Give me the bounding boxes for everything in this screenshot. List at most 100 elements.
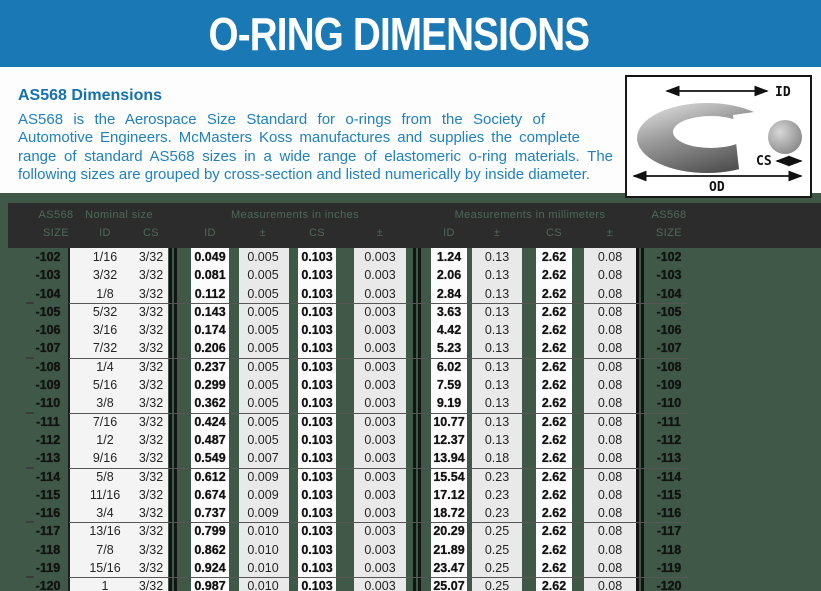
- cell-tol-cs-inches: 0.003: [364, 414, 396, 429]
- intro-line-3: range of standard AS568 sizes in a wide …: [18, 147, 613, 165]
- cell-size-right: -103: [656, 268, 682, 283]
- cell-tol-id-mm: 0.13: [484, 250, 510, 264]
- cell-cs-inches: 0.103: [301, 341, 333, 356]
- cell-tol-id-inches: 0.005: [247, 396, 279, 411]
- header-in-pm2: ±: [376, 227, 384, 239]
- cell-tol-cs-mm: 0.08: [597, 396, 623, 411]
- table-row: -109 5/16 3/32 0.299 0.005 0.103 0.003 7…: [0, 376, 821, 394]
- cell-cs-mm: 2.62: [541, 323, 567, 338]
- cell-nominal-cs: 3/32: [138, 286, 164, 301]
- cell-id-mm: 3.63: [436, 304, 462, 319]
- cell-tol-id-mm: 0.18: [484, 451, 510, 466]
- cell-tol-cs-mm: 0.08: [597, 323, 623, 338]
- cell-tol-id-inches: 0.010: [247, 542, 279, 557]
- cell-size-left: -111: [36, 414, 60, 429]
- header-mm-id: ID: [443, 227, 455, 239]
- cell-size-left: -107: [35, 341, 61, 356]
- cell-tol-id-mm: 0.13: [484, 414, 510, 429]
- cell-size-right: -105: [656, 304, 682, 319]
- cell-tol-cs-mm: 0.08: [597, 451, 623, 466]
- table-row: -112 1/2 3/32 0.487 0.005 0.103 0.003 12…: [0, 431, 821, 449]
- cell-id-mm: 10.77: [433, 414, 465, 429]
- cell-tol-id-inches: 0.009: [247, 506, 279, 521]
- oring-cross-section: [768, 120, 802, 154]
- cell-cs-mm: 2.62: [541, 506, 567, 521]
- cell-nominal-cs: 3/32: [138, 524, 164, 539]
- cell-tol-cs-mm: 0.08: [597, 414, 623, 429]
- cell-nominal-id: 1/4: [96, 359, 114, 374]
- cell-tol-cs-inches: 0.003: [364, 487, 396, 502]
- cell-tol-id-mm: 0.13: [484, 304, 510, 319]
- header-nominal: Nominal size: [85, 209, 153, 221]
- cell-size-right: -114: [656, 469, 682, 484]
- cell-tol-cs-mm: 0.08: [597, 250, 623, 264]
- cell-id-inches: 0.549: [194, 451, 226, 466]
- cell-size-left: -114: [35, 469, 61, 484]
- cell-size-right: -113: [656, 451, 682, 466]
- cell-size-left: -112: [35, 432, 61, 447]
- cell-id-mm: 21.89: [433, 542, 465, 557]
- cell-tol-cs-inches: 0.003: [364, 341, 396, 356]
- cell-size-right: -110: [656, 396, 682, 411]
- cell-tol-cs-inches: 0.003: [364, 469, 396, 484]
- cell-nominal-cs: 3/32: [138, 469, 164, 484]
- cell-nominal-id: 1/2: [96, 432, 114, 447]
- cell-cs-mm: 2.62: [541, 396, 567, 411]
- cell-cs-inches: 0.103: [301, 414, 333, 429]
- cell-tol-id-mm: 0.23: [484, 469, 510, 484]
- cell-tol-cs-mm: 0.08: [597, 268, 623, 283]
- stripe-tol-cs-inches: [354, 248, 406, 591]
- header-in-cs: CS: [308, 227, 326, 239]
- table-row: -103 3/32 3/32 0.081 0.005 0.103 0.003 2…: [0, 266, 821, 284]
- cell-nominal-cs: 3/32: [138, 323, 164, 338]
- cell-tol-cs-inches: 0.003: [364, 359, 396, 374]
- cell-id-inches: 0.049: [194, 250, 226, 264]
- cell-id-inches: 0.799: [194, 524, 226, 539]
- cell-id-mm: 18.72: [433, 506, 465, 521]
- cell-tol-cs-mm: 0.08: [597, 469, 623, 484]
- stripe-cs-mm: [536, 248, 572, 591]
- cell-tol-id-mm: 0.13: [484, 359, 510, 374]
- table-row: -119 15/16 3/32 0.924 0.010 0.103 0.003 …: [0, 559, 821, 579]
- cell-id-mm: 25.07: [433, 579, 465, 591]
- stripe-nominal: [70, 248, 168, 591]
- table-row: -116 3/4 3/32 0.737 0.009 0.103 0.003 18…: [0, 504, 821, 524]
- cell-tol-cs-inches: 0.003: [364, 542, 396, 557]
- cell-tol-id-inches: 0.005: [247, 341, 279, 356]
- cell-id-inches: 0.081: [194, 268, 226, 283]
- cell-tol-id-mm: 0.25: [484, 524, 510, 539]
- cell-tol-id-inches: 0.010: [247, 579, 279, 591]
- cell-cs-inches: 0.103: [301, 378, 333, 393]
- cell-nominal-cs: 3/32: [138, 304, 164, 319]
- cell-size-right: -112: [656, 432, 682, 447]
- cell-nominal-cs: 3/32: [138, 396, 164, 411]
- intro-heading: AS568 Dimensions: [18, 87, 163, 104]
- cell-id-mm: 20.29: [433, 524, 465, 539]
- header-nominal-cs: CS: [142, 227, 160, 239]
- cell-id-inches: 0.987: [194, 579, 226, 591]
- cell-cs-inches: 0.103: [301, 579, 333, 591]
- cell-tol-cs-mm: 0.08: [597, 286, 623, 301]
- cell-id-inches: 0.143: [194, 304, 226, 319]
- table-row: -102 1/16 3/32 0.049 0.005 0.103 0.003 1…: [0, 248, 821, 266]
- cell-id-mm: 13.94: [433, 451, 465, 466]
- cell-tol-id-mm: 0.25: [484, 561, 510, 576]
- cell-nominal-cs: 3/32: [138, 359, 164, 374]
- header-size-left: SIZE: [42, 227, 70, 239]
- table-row: -110 3/8 3/32 0.362 0.005 0.103 0.003 9.…: [0, 394, 821, 414]
- rule-size-nominal: [68, 248, 70, 591]
- cell-tol-cs-mm: 0.08: [597, 341, 623, 356]
- table-row: -115 11/16 3/32 0.674 0.009 0.103 0.003 …: [0, 486, 821, 504]
- cell-size-right: -118: [656, 542, 682, 557]
- cell-tol-cs-inches: 0.003: [364, 432, 396, 447]
- cell-tol-cs-inches: 0.003: [364, 250, 396, 264]
- cell-nominal-cs: 3/32: [138, 579, 164, 591]
- header-inches: Measurements in inches: [230, 209, 360, 221]
- cell-tol-cs-mm: 0.08: [597, 542, 623, 557]
- cell-size-left: -106: [35, 323, 61, 338]
- cell-cs-inches: 0.103: [301, 250, 333, 264]
- cell-id-mm: 2.84: [436, 286, 462, 301]
- cell-size-left: -118: [35, 542, 61, 557]
- cell-nominal-id: 9/16: [92, 451, 118, 466]
